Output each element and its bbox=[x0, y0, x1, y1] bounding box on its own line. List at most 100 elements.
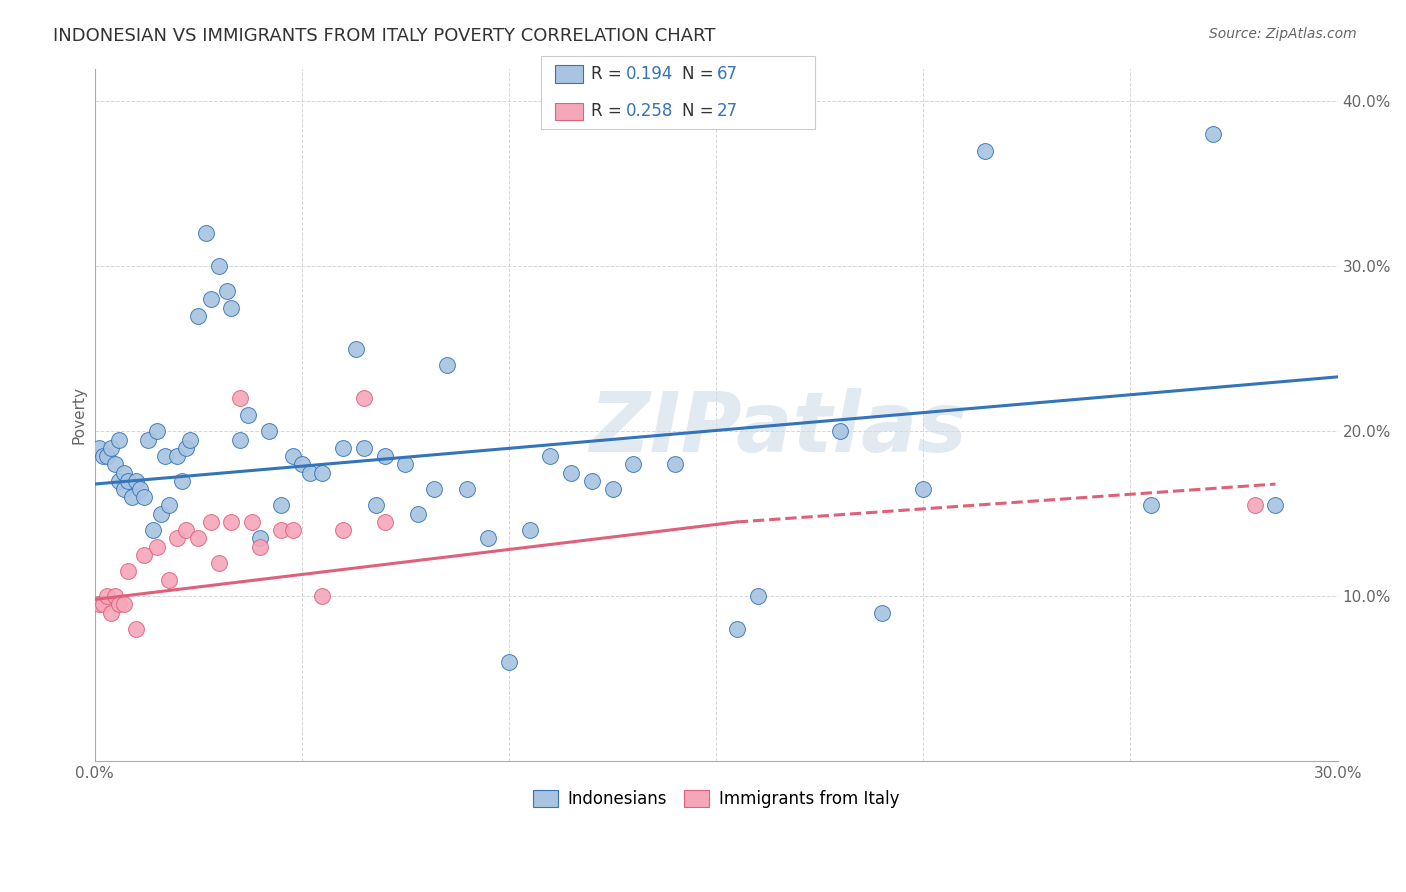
Point bbox=[166, 532, 188, 546]
Point bbox=[257, 425, 280, 439]
Point bbox=[166, 449, 188, 463]
Point bbox=[974, 144, 997, 158]
Point bbox=[91, 598, 114, 612]
Point bbox=[1140, 499, 1163, 513]
Text: N =: N = bbox=[682, 103, 718, 120]
Point bbox=[187, 309, 209, 323]
Point bbox=[87, 441, 110, 455]
Text: R =: R = bbox=[591, 103, 627, 120]
Point bbox=[1202, 128, 1225, 142]
Point bbox=[91, 449, 114, 463]
Point bbox=[912, 482, 935, 496]
Point bbox=[134, 490, 156, 504]
Point bbox=[112, 598, 135, 612]
Point bbox=[217, 284, 239, 298]
Point bbox=[145, 425, 167, 439]
Point bbox=[187, 532, 209, 546]
Point bbox=[291, 457, 314, 471]
Point bbox=[870, 606, 893, 620]
Point bbox=[1243, 499, 1265, 513]
Point bbox=[157, 499, 180, 513]
Point bbox=[394, 457, 416, 471]
Point bbox=[456, 482, 478, 496]
Point bbox=[519, 523, 541, 537]
Point bbox=[477, 532, 499, 546]
Point bbox=[104, 457, 127, 471]
Point bbox=[104, 589, 127, 603]
Point bbox=[125, 474, 148, 488]
Point bbox=[170, 474, 193, 488]
Point bbox=[538, 449, 561, 463]
Point bbox=[283, 523, 305, 537]
Point bbox=[96, 589, 118, 603]
Point bbox=[332, 441, 354, 455]
Point bbox=[830, 425, 852, 439]
Point bbox=[134, 548, 156, 562]
Point bbox=[100, 606, 122, 620]
Point bbox=[581, 474, 603, 488]
Point bbox=[366, 499, 388, 513]
Point bbox=[153, 449, 176, 463]
Point bbox=[747, 589, 769, 603]
Point bbox=[228, 392, 250, 406]
Point bbox=[117, 565, 139, 579]
Text: 0.194: 0.194 bbox=[626, 65, 673, 83]
Point bbox=[87, 598, 110, 612]
Point bbox=[142, 523, 165, 537]
Point bbox=[108, 598, 131, 612]
Point bbox=[112, 466, 135, 480]
Point bbox=[311, 589, 333, 603]
Text: N =: N = bbox=[682, 65, 718, 83]
Point bbox=[228, 433, 250, 447]
Point bbox=[96, 449, 118, 463]
Point bbox=[125, 622, 148, 636]
Point bbox=[423, 482, 446, 496]
Point bbox=[283, 449, 305, 463]
Text: 27: 27 bbox=[717, 103, 738, 120]
Point bbox=[129, 482, 152, 496]
Text: INDONESIAN VS IMMIGRANTS FROM ITALY POVERTY CORRELATION CHART: INDONESIAN VS IMMIGRANTS FROM ITALY POVE… bbox=[53, 27, 716, 45]
Point bbox=[270, 523, 292, 537]
Point bbox=[145, 540, 167, 554]
Point bbox=[200, 293, 222, 307]
Point bbox=[221, 301, 243, 315]
Point bbox=[249, 540, 271, 554]
Point bbox=[240, 515, 263, 529]
Point bbox=[299, 466, 322, 480]
Legend: Indonesians, Immigrants from Italy: Indonesians, Immigrants from Italy bbox=[526, 783, 905, 815]
Point bbox=[108, 474, 131, 488]
Point bbox=[208, 260, 231, 274]
Point bbox=[664, 457, 686, 471]
Text: R =: R = bbox=[591, 65, 627, 83]
Point bbox=[332, 523, 354, 537]
Point bbox=[374, 515, 396, 529]
Point bbox=[200, 515, 222, 529]
Point bbox=[621, 457, 644, 471]
Point bbox=[157, 573, 180, 587]
Point bbox=[236, 408, 259, 422]
Point bbox=[374, 449, 396, 463]
Y-axis label: Poverty: Poverty bbox=[72, 386, 86, 444]
Point bbox=[560, 466, 582, 480]
Point bbox=[149, 507, 172, 521]
Point bbox=[406, 507, 429, 521]
Point bbox=[108, 433, 131, 447]
Point bbox=[270, 499, 292, 513]
Point bbox=[138, 433, 160, 447]
Point bbox=[121, 490, 143, 504]
Point bbox=[221, 515, 243, 529]
Text: 67: 67 bbox=[717, 65, 738, 83]
Point bbox=[436, 359, 458, 373]
Point bbox=[1264, 499, 1286, 513]
Point bbox=[353, 392, 375, 406]
Point bbox=[311, 466, 333, 480]
Point bbox=[249, 532, 271, 546]
Point bbox=[112, 482, 135, 496]
Text: 0.258: 0.258 bbox=[626, 103, 673, 120]
Point bbox=[179, 433, 201, 447]
Point bbox=[117, 474, 139, 488]
Text: Source: ZipAtlas.com: Source: ZipAtlas.com bbox=[1209, 27, 1357, 41]
Point bbox=[498, 655, 520, 669]
Point bbox=[602, 482, 624, 496]
Text: ZIPatlas: ZIPatlas bbox=[589, 388, 967, 469]
